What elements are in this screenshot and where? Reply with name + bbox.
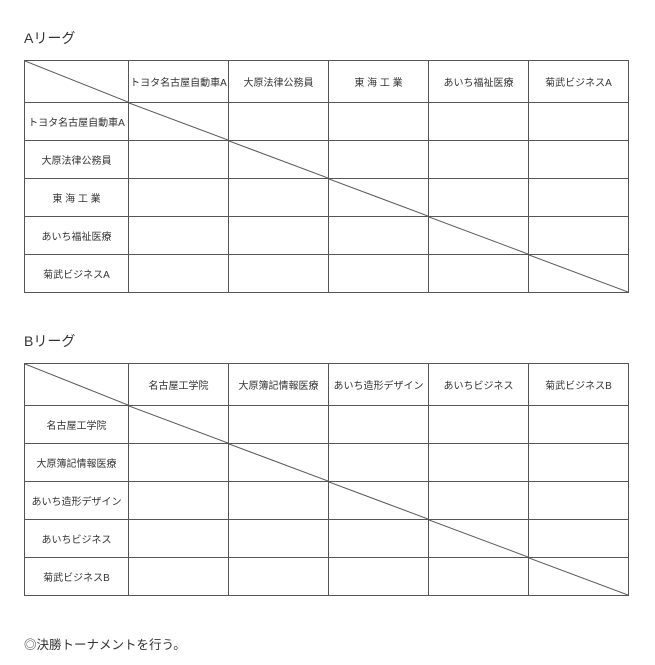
result-cell (329, 103, 429, 141)
col-header: あいちビジネス (429, 364, 529, 406)
col-header: 東 海 工 業 (329, 61, 429, 103)
footer-note: ◎決勝トーナメントを行う。 (24, 634, 631, 653)
col-header: あいち福祉医療 (429, 61, 529, 103)
col-header: 名古屋工学院 (129, 364, 229, 406)
corner-cell (25, 61, 129, 103)
row-header: 大原法律公務員 (25, 141, 129, 179)
row-header: あいちビジネス (25, 520, 129, 558)
result-cell (129, 103, 229, 141)
col-header: 菊武ビジネスA (529, 61, 629, 103)
result-cell (529, 444, 629, 482)
result-cell (429, 558, 529, 596)
league-block-1: Bリーグ名古屋工学院大原簿記情報医療あいち造形デザインあいちビジネス菊武ビジネス… (24, 331, 631, 596)
result-cell (129, 444, 229, 482)
result-cell (129, 482, 229, 520)
corner-cell (25, 364, 129, 406)
table-row: あいち造形デザイン (25, 482, 629, 520)
result-cell (329, 406, 429, 444)
result-cell (429, 255, 529, 293)
result-cell (229, 482, 329, 520)
league-title: Aリーグ (24, 28, 631, 48)
result-cell (429, 444, 529, 482)
result-cell (429, 520, 529, 558)
result-cell (129, 255, 229, 293)
result-cell (529, 520, 629, 558)
table-row: あいち福祉医療 (25, 217, 629, 255)
result-cell (329, 217, 429, 255)
col-header: 菊武ビジネスB (529, 364, 629, 406)
result-cell (229, 444, 329, 482)
table-row: 菊武ビジネスA (25, 255, 629, 293)
result-cell (229, 217, 329, 255)
result-cell (329, 558, 429, 596)
result-cell (229, 520, 329, 558)
result-cell (529, 255, 629, 293)
result-cell (329, 255, 429, 293)
result-cell (529, 406, 629, 444)
row-header: 菊武ビジネスA (25, 255, 129, 293)
league-title: Bリーグ (24, 331, 631, 351)
result-cell (129, 179, 229, 217)
row-header: 大原簿記情報医療 (25, 444, 129, 482)
result-cell (429, 179, 529, 217)
league-table: トヨタ名古屋自動車A大原法律公務員東 海 工 業あいち福祉医療菊武ビジネスAトヨ… (24, 60, 629, 293)
table-row: トヨタ名古屋自動車A (25, 103, 629, 141)
row-header: あいち福祉医療 (25, 217, 129, 255)
row-header: 名古屋工学院 (25, 406, 129, 444)
league-table: 名古屋工学院大原簿記情報医療あいち造形デザインあいちビジネス菊武ビジネスB名古屋… (24, 363, 629, 596)
result-cell (529, 179, 629, 217)
result-cell (229, 103, 329, 141)
league-block-0: Aリーグトヨタ名古屋自動車A大原法律公務員東 海 工 業あいち福祉医療菊武ビジネ… (24, 28, 631, 293)
result-cell (529, 103, 629, 141)
result-cell (129, 520, 229, 558)
result-cell (229, 141, 329, 179)
col-header: 大原法律公務員 (229, 61, 329, 103)
col-header: 大原簿記情報医療 (229, 364, 329, 406)
result-cell (129, 217, 229, 255)
result-cell (329, 141, 429, 179)
row-header: 東 海 工 業 (25, 179, 129, 217)
table-row: 大原法律公務員 (25, 141, 629, 179)
result-cell (529, 217, 629, 255)
result-cell (429, 482, 529, 520)
result-cell (429, 103, 529, 141)
row-header: トヨタ名古屋自動車A (25, 103, 129, 141)
table-row: あいちビジネス (25, 520, 629, 558)
table-row: 大原簿記情報医療 (25, 444, 629, 482)
result-cell (229, 255, 329, 293)
result-cell (129, 558, 229, 596)
table-row: 菊武ビジネスB (25, 558, 629, 596)
table-row: 名古屋工学院 (25, 406, 629, 444)
table-row: 東 海 工 業 (25, 179, 629, 217)
result-cell (529, 141, 629, 179)
result-cell (129, 406, 229, 444)
result-cell (129, 141, 229, 179)
result-cell (429, 141, 529, 179)
result-cell (529, 558, 629, 596)
col-header: トヨタ名古屋自動車A (129, 61, 229, 103)
row-header: 菊武ビジネスB (25, 558, 129, 596)
result-cell (429, 406, 529, 444)
result-cell (429, 217, 529, 255)
result-cell (229, 406, 329, 444)
col-header: あいち造形デザイン (329, 364, 429, 406)
result-cell (329, 482, 429, 520)
row-header: あいち造形デザイン (25, 482, 129, 520)
result-cell (329, 444, 429, 482)
result-cell (229, 179, 329, 217)
result-cell (229, 558, 329, 596)
result-cell (329, 179, 429, 217)
result-cell (529, 482, 629, 520)
result-cell (329, 520, 429, 558)
